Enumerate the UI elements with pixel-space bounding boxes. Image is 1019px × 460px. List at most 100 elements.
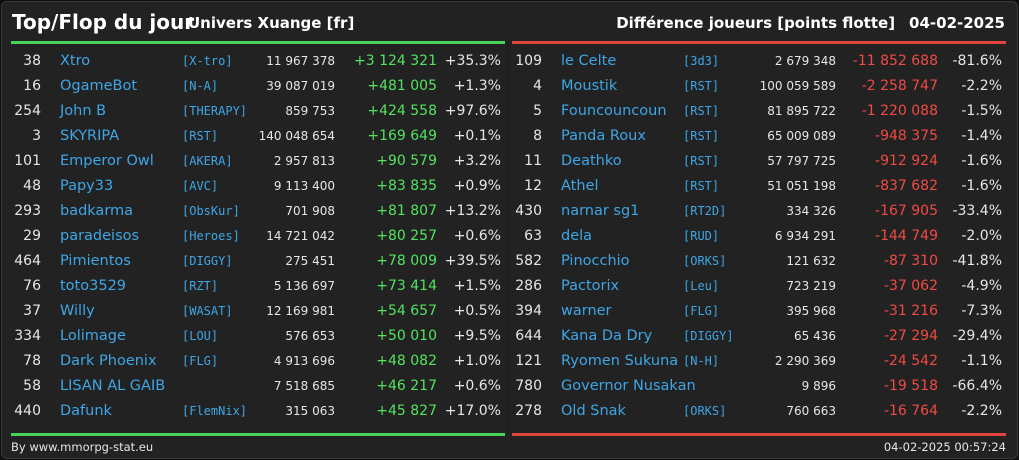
percent-change: +97.6% <box>444 103 501 119</box>
player-name-link[interactable]: Athel <box>561 178 599 194</box>
points-difference: -167 905 <box>875 203 938 219</box>
player-points: 275 451 <box>285 254 335 268</box>
player-points: 140 048 654 <box>258 129 335 143</box>
player-row: 38 Xtro [X-tro] 11 967 378 +3 124 321 +35.3% <box>11 49 505 74</box>
alliance-tag-link[interactable]: [RST] <box>683 129 720 143</box>
alliance-tag-link[interactable]: [3d3] <box>683 54 720 68</box>
points-difference: -912 924 <box>875 153 938 169</box>
points-difference: +80 257 <box>376 228 437 244</box>
player-name-link[interactable]: Ryomen Sukuna <box>561 353 679 369</box>
flop-panel: 109 le Celte [3d3] 2 679 348 -11 852 688 -81.… <box>512 41 1006 436</box>
alliance-tag-link[interactable]: [FLG] <box>683 304 720 318</box>
player-points: 7 518 685 <box>273 379 335 393</box>
player-name-link[interactable]: narnar sg1 <box>561 203 640 219</box>
player-name-link[interactable]: Kana Da Dry <box>561 328 653 344</box>
alliance-tag-link[interactable]: [Leu] <box>683 279 720 293</box>
points-difference: -2 258 747 <box>861 78 938 94</box>
player-row: 780 Governor Nusakan 9 896 -19 518 -66.4% <box>512 374 1006 399</box>
alliance-tag-link[interactable]: [RST] <box>182 129 219 143</box>
player-name-link[interactable]: dela <box>561 228 593 244</box>
player-points: 121 632 <box>786 254 836 268</box>
alliance-tag-link[interactable]: [DIGGY] <box>683 329 734 343</box>
player-name-link[interactable]: Dark Phoenix <box>60 353 157 369</box>
percent-change: +0.9% <box>453 178 501 194</box>
player-name-link[interactable]: OgameBot <box>60 78 138 94</box>
alliance-tag-link[interactable]: [ObsKur] <box>182 204 240 218</box>
percent-change: +3.2% <box>453 153 501 169</box>
player-name-link[interactable]: Xtro <box>60 53 91 69</box>
player-points: 859 753 <box>285 104 335 118</box>
player-row: 48 Papy33 [AVC] 9 113 400 +83 835 +0.9% <box>11 174 505 199</box>
alliance-tag-link[interactable]: [FlemNix] <box>182 404 248 418</box>
player-name-link[interactable]: Dafunk <box>60 403 112 419</box>
site-credit[interactable]: By www.mmorpg-stat.eu <box>11 440 154 454</box>
alliance-tag-link[interactable]: [AVC] <box>182 179 219 193</box>
percent-change: +0.5% <box>453 303 501 319</box>
points-difference: +83 835 <box>376 178 437 194</box>
alliance-tag-link[interactable]: [X-tro] <box>182 54 233 68</box>
alliance-tag-link[interactable]: [N-H] <box>683 354 720 368</box>
alliance-tag-link[interactable]: [RST] <box>683 154 720 168</box>
player-name-link[interactable]: SKYRIPA <box>60 128 120 144</box>
alliance-tag-link[interactable]: [N-A] <box>182 79 219 93</box>
player-name-link[interactable]: le Celte <box>561 53 617 69</box>
player-rank: 278 <box>515 403 542 419</box>
alliance-tag-link[interactable]: [ORKS] <box>683 404 727 418</box>
alliance-tag-link[interactable]: [RST] <box>683 179 720 193</box>
player-points: 2 679 348 <box>774 54 836 68</box>
alliance-tag-link[interactable]: [RST] <box>683 104 720 118</box>
player-row: 58 LISAN AL GAIB 7 518 685 +46 217 +0.6% <box>11 374 505 399</box>
player-row: 76 toto3529 [RZT] 5 136 697 +73 414 +1.5% <box>11 274 505 299</box>
player-points: 6 934 291 <box>774 229 836 243</box>
player-rank: 293 <box>14 203 41 219</box>
player-name-link[interactable]: Panda Roux <box>561 128 646 144</box>
percent-change: +1.3% <box>453 78 501 94</box>
points-difference: -16 764 <box>883 403 938 419</box>
alliance-tag-link[interactable]: [ORKS] <box>683 254 727 268</box>
player-name-link[interactable]: LISAN AL GAIB <box>60 378 166 394</box>
points-difference: -144 749 <box>875 228 938 244</box>
header: Top/Flop du jour Univers Xuange [fr] Dif… <box>12 8 1005 38</box>
points-difference: +90 579 <box>376 153 437 169</box>
player-name-link[interactable]: Emperor Owl <box>60 153 154 169</box>
alliance-tag-link[interactable]: [RST] <box>683 79 720 93</box>
player-name-link[interactable]: Old Snak <box>561 403 626 419</box>
player-name-link[interactable]: warner <box>561 303 612 319</box>
player-name-link[interactable]: Papy33 <box>60 178 114 194</box>
player-rank: 8 <box>533 128 542 144</box>
player-name-link[interactable]: Pinocchio <box>561 253 630 269</box>
player-rank: 37 <box>23 303 41 319</box>
percent-change: -2.2% <box>961 403 1002 419</box>
player-name-link[interactable]: Willy <box>60 303 95 319</box>
player-name-link[interactable]: John B <box>60 103 107 119</box>
player-name-link[interactable]: badkarma <box>60 203 134 219</box>
alliance-tag-link[interactable]: [RZT] <box>182 279 219 293</box>
player-row: 78 Dark Phoenix [FLG] 4 913 696 +48 082 +1.0% <box>11 349 505 374</box>
alliance-tag-link[interactable]: [RUD] <box>683 229 720 243</box>
points-difference: -87 310 <box>883 253 938 269</box>
alliance-tag-link[interactable]: [DIGGY] <box>182 254 233 268</box>
player-name-link[interactable]: toto3529 <box>60 278 127 294</box>
player-name-link[interactable]: Lolimage <box>60 328 126 344</box>
alliance-tag-link[interactable]: [WASAT] <box>182 304 233 318</box>
alliance-tag-link[interactable]: [LOU] <box>182 329 219 343</box>
alliance-tag-link[interactable]: [AKERA] <box>182 154 233 168</box>
points-difference: -24 542 <box>883 353 938 369</box>
player-points: 5 136 697 <box>273 279 335 293</box>
player-name-link[interactable]: Moustik <box>561 78 618 94</box>
player-name-link[interactable]: paradeisos <box>60 228 140 244</box>
player-name-link[interactable]: Pimientos <box>60 253 131 269</box>
points-difference: -19 518 <box>883 378 938 394</box>
player-row: 334 Lolimage [LOU] 576 653 +50 010 +9.5% <box>11 324 505 349</box>
alliance-tag-link[interactable]: [Heroes] <box>182 229 240 243</box>
player-name-link[interactable]: Deathko <box>561 153 622 169</box>
player-name-link[interactable]: Founcouncoun <box>561 103 667 119</box>
alliance-tag-link[interactable]: [RT2D] <box>683 204 727 218</box>
player-name-link[interactable]: Pactorix <box>561 278 620 294</box>
player-points: 315 063 <box>285 404 335 418</box>
alliance-tag-link[interactable]: [FLG] <box>182 354 219 368</box>
alliance-tag-link[interactable]: [THERAPY] <box>182 104 248 118</box>
player-name-link[interactable]: Governor Nusakan <box>561 378 696 394</box>
player-row: 63 dela [RUD] 6 934 291 -144 749 -2.0% <box>512 224 1006 249</box>
percent-change: -1.1% <box>961 353 1002 369</box>
